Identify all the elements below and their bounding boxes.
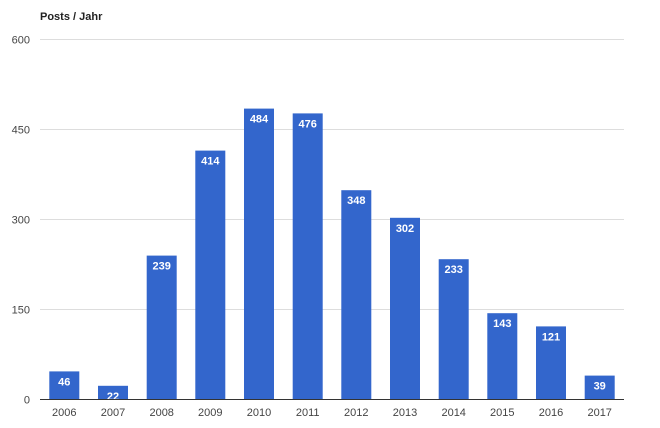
data-label: 484 (250, 114, 269, 126)
y-tick-label: 600 (12, 35, 30, 47)
x-tick-label: 2011 (296, 407, 320, 419)
data-label: 121 (542, 331, 560, 343)
x-tick-label: 2006 (52, 407, 76, 419)
bars (49, 108, 615, 400)
x-tick-label: 2009 (198, 407, 222, 419)
bar (49, 371, 80, 399)
x-axis-ticks: 2006 2007 2008 2009 2010 2011 2012 2013 2014 2015… (40, 399, 624, 419)
data-label: 143 (493, 318, 511, 330)
y-tick-label: 0 (24, 395, 30, 407)
bar (98, 385, 128, 399)
data-labels: 46 22 239 414 484 476 348 302 233 143 121 39 (58, 114, 606, 403)
data-label: 348 (347, 195, 365, 207)
bar (584, 375, 615, 399)
data-label: 476 (299, 118, 317, 130)
x-tick-label: 2012 (344, 407, 368, 419)
data-label: 22 (107, 391, 119, 403)
data-label: 414 (201, 156, 220, 168)
data-label: 46 (58, 376, 70, 388)
x-tick-label: 2015 (490, 407, 514, 419)
bar (487, 313, 518, 399)
x-tick-label: 2013 (393, 407, 417, 419)
x-tick-label: 2014 (441, 407, 465, 419)
bar (244, 108, 274, 399)
x-tick-label: 2010 (247, 407, 271, 419)
y-tick-label: 300 (12, 215, 30, 227)
x-tick-label: 2008 (149, 407, 173, 419)
x-tick-label: 2016 (539, 407, 563, 419)
y-axis-ticks: 0 150 300 450 600 (12, 35, 30, 407)
x-tick-label: 2017 (587, 407, 611, 419)
y-tick-label: 450 (12, 125, 30, 137)
data-label: 239 (153, 261, 171, 273)
gridlines (40, 39, 624, 310)
bar (438, 259, 469, 399)
bar (390, 217, 420, 399)
chart-title: Posts / Jahr (40, 11, 103, 23)
bar (341, 190, 372, 399)
y-tick-label: 150 (12, 305, 30, 317)
bar (536, 326, 566, 399)
bar (292, 113, 323, 400)
x-tick-label: 2007 (101, 407, 125, 419)
data-label: 302 (396, 223, 414, 235)
data-label: 39 (594, 381, 606, 393)
bar (146, 255, 177, 399)
data-label: 233 (445, 264, 463, 276)
bar (195, 150, 226, 399)
